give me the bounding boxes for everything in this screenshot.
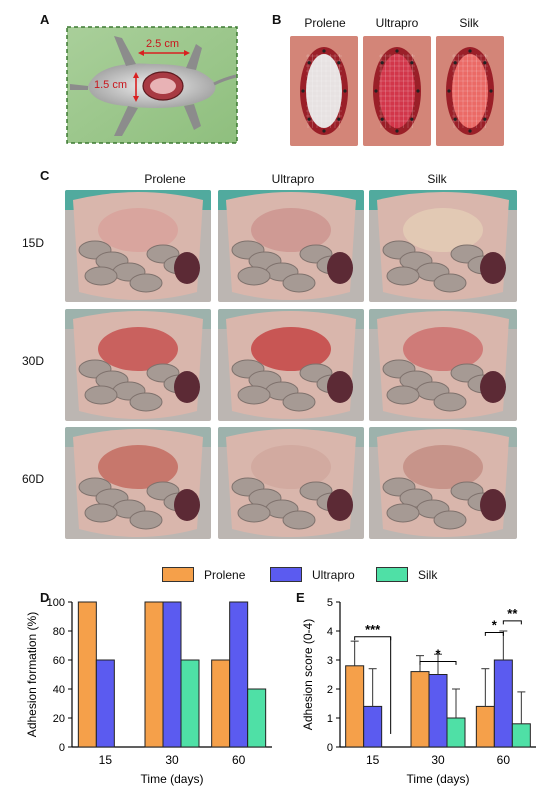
bar-ultrapro-60	[229, 601, 249, 748]
y-tick-label: 5	[327, 597, 333, 609]
bar-ultrapro-30	[428, 674, 448, 748]
x-tick-label: 60	[232, 753, 246, 767]
x-axis-label: Time (days)	[407, 772, 470, 786]
mesh-photo-2	[363, 36, 431, 146]
row-label-60d: 60D	[22, 472, 45, 486]
y-tick-label: 1	[327, 713, 333, 725]
col-label-silk: Silk	[427, 172, 447, 186]
legend-swatch-prolene	[162, 567, 194, 582]
surgical-photo-r1-c1	[65, 190, 211, 302]
bar-silk-30	[180, 659, 200, 748]
mesh-photo-3	[436, 36, 504, 146]
y-tick-label: 40	[53, 684, 65, 696]
significance-bracket: *	[484, 617, 504, 636]
surgical-photo-r2-c1	[65, 309, 211, 421]
x-axis-label: Time (days)	[141, 772, 204, 786]
x-tick-label: 30	[165, 753, 179, 767]
y-tick-label: 80	[53, 626, 65, 638]
y-tick-label: 2	[327, 684, 333, 696]
panel-b-label-ultrapro: Ultrapro	[375, 16, 419, 30]
bar-silk-60	[511, 723, 531, 748]
surgical-photo-r3-c3	[369, 427, 517, 539]
legend-swatch-silk	[376, 567, 408, 582]
panel-b-label-silk: Silk	[459, 16, 479, 30]
legend-item-prolene: Prolene	[162, 567, 245, 582]
y-tick-label: 0	[59, 742, 65, 754]
bar-ultrapro-30	[162, 601, 182, 748]
x-tick-label: 30	[431, 753, 445, 767]
significance-label: *	[435, 646, 441, 661]
y-tick-label: 0	[327, 742, 333, 754]
y-tick-label: 20	[53, 713, 65, 725]
surgical-photo-r1-c3	[369, 190, 517, 302]
surgical-photo-r2-c3	[369, 309, 517, 421]
y-tick-label: 3	[327, 655, 333, 667]
bar-prolene-30	[410, 671, 430, 748]
col-label-prolene: Prolene	[144, 172, 186, 186]
chart-d-adhesion-formation: 0 20 40 60 80 100 15 30 60 Time (days) Adhesion fo…	[25, 597, 272, 786]
mesh-photo-1	[290, 36, 358, 146]
panel-letter-a: A	[40, 12, 50, 27]
bar-prolene-60	[211, 659, 231, 748]
width-label: 2.5 cm	[146, 38, 180, 50]
significance-bracket: ***	[354, 622, 392, 641]
y-tick-label: 4	[327, 626, 333, 638]
legend-item-ultrapro: Ultrapro	[270, 567, 355, 582]
bar-ultrapro-15	[95, 659, 115, 748]
y-tick-label: 60	[53, 655, 65, 667]
y-axis-label: Adhesion formation (%)	[25, 612, 39, 737]
height-label: 1.5 cm	[94, 79, 128, 91]
x-tick-label: 15	[366, 753, 380, 767]
chart-plot-area: 0 20 40 60 80 100 15 30 60	[47, 597, 272, 767]
legend-label-ultrapro: Ultrapro	[312, 567, 355, 582]
bar-ultrapro-15	[363, 705, 383, 748]
bar-prolene-15	[345, 665, 365, 748]
bar-prolene-30	[144, 601, 164, 748]
col-label-ultrapro: Ultrapro	[271, 172, 315, 186]
panel-letter-d: D	[40, 590, 50, 605]
surgical-photo-r2-c2	[218, 309, 364, 421]
row-label-15d: 15D	[22, 236, 45, 250]
bar-silk-60	[247, 688, 267, 748]
significance-bracket: *	[419, 646, 457, 665]
significance-label: ***	[365, 622, 381, 637]
x-tick-label: 60	[497, 753, 511, 767]
chart-plot-area: 0 1 2 3 4 5 15 30 60	[327, 597, 536, 767]
chart-e-adhesion-score: 0 1 2 3 4 5 15 30 60 Time (days) Adhesion score (0…	[301, 597, 536, 786]
row-label-30d: 30D	[22, 354, 45, 368]
bar-ultrapro-60	[493, 659, 513, 748]
y-axis-label: Adhesion score (0-4)	[301, 619, 315, 730]
legend-item-silk: Silk	[376, 567, 437, 582]
significance-label: *	[492, 617, 498, 632]
bar-prolene-15	[77, 601, 97, 748]
rat-schematic: 2.5 cm 1.5 cm	[66, 26, 238, 144]
y-tick-label: 100	[47, 597, 65, 609]
surgical-photo-r3-c1	[65, 427, 211, 539]
significance-label: **	[507, 606, 518, 621]
x-tick-label: 15	[99, 753, 113, 767]
surgical-photo-r1-c2	[218, 190, 364, 302]
surgical-photo-r3-c2	[218, 427, 364, 539]
panel-letter-c: C	[40, 168, 50, 183]
panel-b-label-prolene: Prolene	[304, 16, 346, 30]
legend-label-silk: Silk	[418, 567, 438, 582]
legend-swatch-ultrapro	[270, 567, 302, 582]
bar-silk-30	[446, 717, 466, 748]
panel-letter-e: E	[296, 590, 305, 605]
bar-prolene-60	[475, 705, 495, 748]
legend-label-prolene: Prolene	[204, 567, 246, 582]
significance-bracket: **	[502, 606, 522, 625]
panel-letter-b: B	[272, 12, 282, 27]
